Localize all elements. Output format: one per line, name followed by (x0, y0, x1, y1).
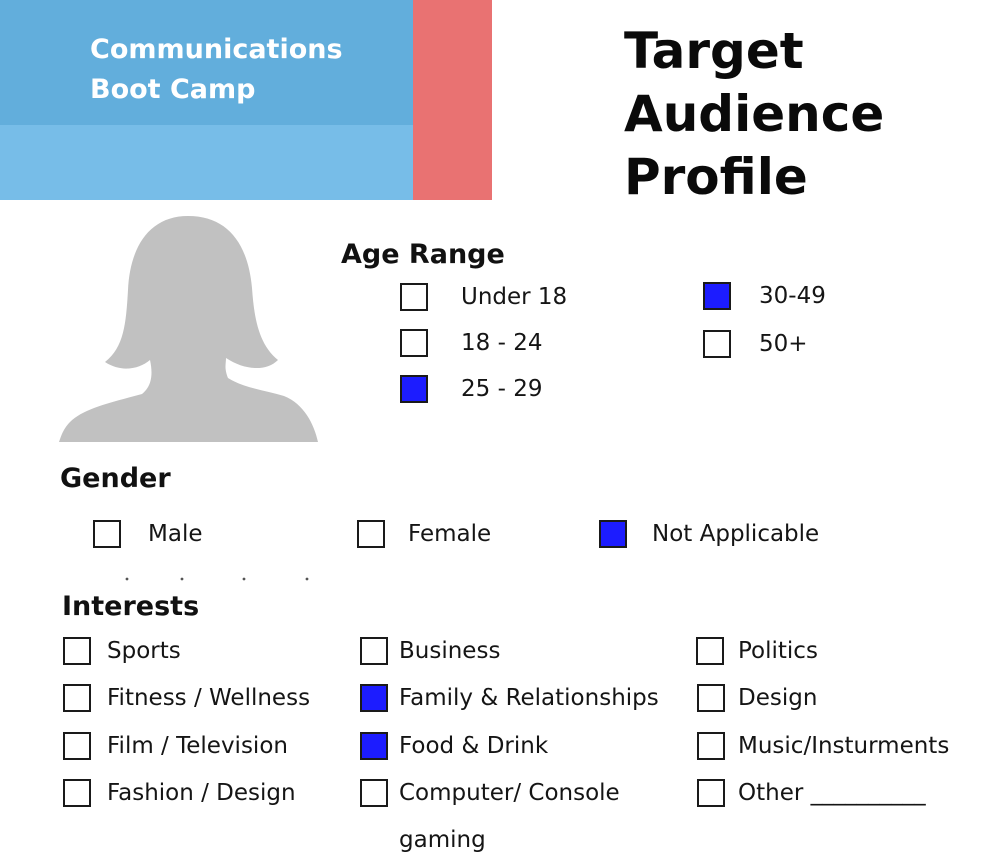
org-name-line2: Boot Camp (90, 74, 256, 105)
checkbox-checked[interactable] (360, 684, 388, 712)
option-label: Fitness / Wellness (107, 685, 311, 711)
option-label: Male (148, 521, 203, 547)
option-label: Fashion / Design (107, 780, 296, 806)
option-label: Politics (738, 638, 818, 664)
checkbox[interactable] (63, 684, 91, 712)
checkbox[interactable] (697, 684, 725, 712)
option-label: Not Applicable (652, 521, 820, 547)
checkbox[interactable] (360, 637, 388, 665)
option-label: Business (399, 638, 501, 664)
header-banner-bottom (0, 125, 413, 200)
checkbox[interactable] (63, 637, 91, 665)
option-label: Design (738, 685, 818, 711)
divider-dots (125, 577, 309, 581)
option-label: Family & Relationships (399, 685, 659, 711)
page-title-line2: Audience (624, 85, 885, 143)
checkbox[interactable] (400, 283, 428, 311)
option-label: 18 - 24 (461, 330, 543, 356)
checkbox[interactable] (703, 330, 731, 358)
option-label: Food & Drink (399, 733, 549, 759)
checkbox[interactable] (697, 779, 725, 807)
interests-title: Interests (62, 591, 200, 622)
org-name-line1: Communications (90, 34, 343, 65)
option-label: Under 18 (461, 284, 568, 310)
checkbox[interactable] (360, 779, 388, 807)
option-label: Female (408, 521, 492, 547)
option-label-line2: gaming (399, 827, 486, 853)
option-label: Film / Television (107, 733, 288, 759)
option-label: Other __________ (738, 780, 926, 806)
option-label: 25 - 29 (461, 376, 543, 402)
option-label: Sports (107, 638, 181, 664)
org-name: Communications Boot Camp (90, 30, 410, 110)
age-range-title: Age Range (341, 239, 505, 270)
option-label: 50+ (759, 331, 808, 357)
checkbox-checked[interactable] (400, 375, 428, 403)
option-label: 30-49 (759, 283, 826, 309)
page-title: Target Audience Profile (624, 20, 994, 209)
gender-title: Gender (60, 463, 171, 494)
checkbox-checked[interactable] (703, 282, 731, 310)
person-silhouette-icon (59, 216, 318, 442)
checkbox-checked[interactable] (360, 732, 388, 760)
checkbox[interactable] (93, 520, 121, 548)
option-label: Computer/ Console (399, 780, 620, 806)
page-title-line1: Target (624, 22, 804, 80)
checkbox[interactable] (357, 520, 385, 548)
checkbox-checked[interactable] (599, 520, 627, 548)
header-accent-block (413, 0, 492, 200)
option-label: Music/Insturments (738, 733, 950, 759)
checkbox[interactable] (63, 779, 91, 807)
page-title-line3: Profile (624, 148, 808, 206)
checkbox[interactable] (400, 329, 428, 357)
header-banner-top (0, 0, 413, 125)
checkbox[interactable] (696, 637, 724, 665)
checkbox[interactable] (697, 732, 725, 760)
checkbox[interactable] (63, 732, 91, 760)
